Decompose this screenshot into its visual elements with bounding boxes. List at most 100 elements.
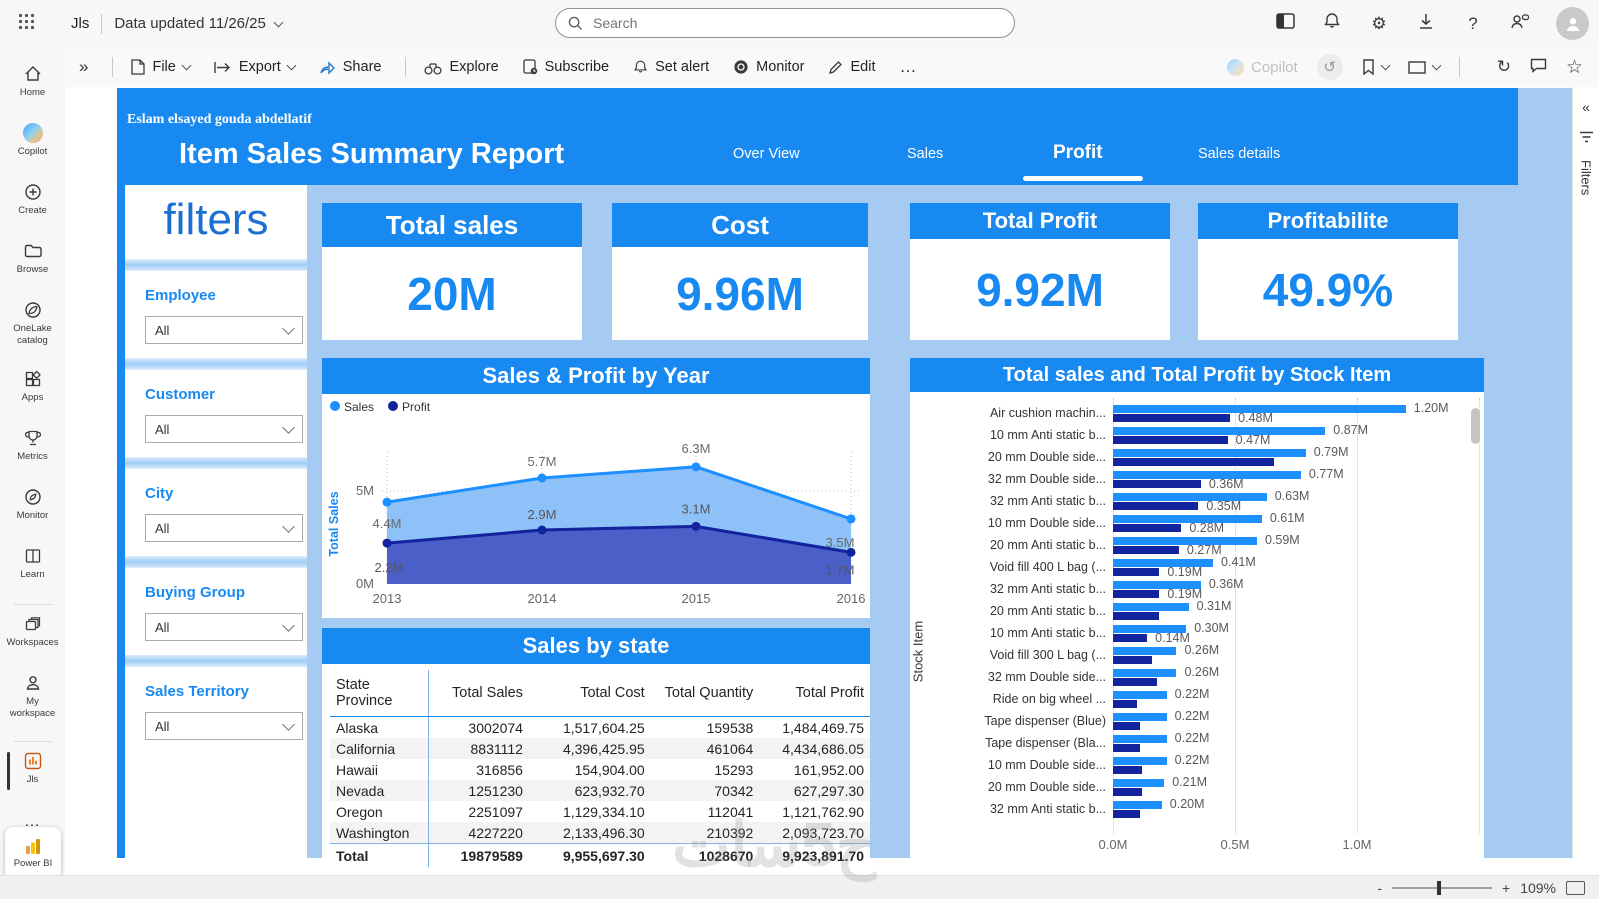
- table-row[interactable]: Washington 4227220 2,133,496.30 210392 2,093…: [330, 822, 870, 844]
- profit-bar[interactable]: [1113, 788, 1143, 796]
- tab-overview[interactable]: Over View: [733, 146, 800, 162]
- sales-profit-by-year-chart[interactable]: Sales & Profit by Year Sales Profit 4.4M…: [322, 358, 870, 618]
- help-icon[interactable]: ?: [1468, 13, 1478, 33]
- zoom-in-button[interactable]: +: [1502, 880, 1511, 896]
- collapse-pane-button[interactable]: «: [1582, 99, 1590, 115]
- power-bi-switcher[interactable]: Power BI: [5, 827, 61, 879]
- sales-bar[interactable]: [1113, 471, 1301, 479]
- sales-bar[interactable]: [1113, 647, 1177, 655]
- comments-button[interactable]: [1530, 58, 1547, 77]
- sidebar-item-create[interactable]: Create: [0, 177, 65, 236]
- stock-item-bar-chart-panel[interactable]: Total sales and Total Profit by Stock It…: [910, 358, 1484, 858]
- sales-bar[interactable]: [1113, 713, 1167, 721]
- profit-bar[interactable]: [1113, 656, 1153, 664]
- sales-bar[interactable]: [1113, 779, 1165, 787]
- subscribe-button[interactable]: Subscribe: [522, 59, 609, 75]
- copilot-button[interactable]: Copilot: [1227, 58, 1298, 76]
- settings-gear-icon[interactable]: ⚙: [1371, 13, 1387, 33]
- sales-bar[interactable]: [1113, 603, 1189, 611]
- sales-bar[interactable]: [1113, 757, 1167, 765]
- profit-bar[interactable]: [1113, 502, 1199, 510]
- profit-bar[interactable]: [1113, 612, 1160, 620]
- set-alert-button[interactable]: Set alert: [633, 59, 709, 75]
- nav-more-button[interactable]: …: [24, 813, 41, 830]
- sales-bar[interactable]: [1113, 691, 1167, 699]
- search-input[interactable]: [591, 14, 975, 32]
- sales-bar[interactable]: [1113, 427, 1326, 435]
- profit-bar[interactable]: [1113, 700, 1138, 708]
- kpi-card-total-profit[interactable]: Total Profit 9.92M: [910, 203, 1170, 340]
- undo-button[interactable]: ↺: [1316, 54, 1343, 80]
- sales-bar[interactable]: [1113, 669, 1177, 677]
- profit-bar[interactable]: [1113, 414, 1231, 422]
- sidebar-item-jls-workspace[interactable]: Jls: [0, 746, 65, 805]
- kpi-card-total-sales[interactable]: Total sales 20M: [322, 203, 582, 340]
- profit-bar[interactable]: [1113, 590, 1160, 598]
- more-options-button[interactable]: …: [899, 57, 917, 76]
- view-button[interactable]: [1408, 60, 1442, 74]
- sales-by-state-table-panel[interactable]: Sales by state State Province Total Sales…: [322, 628, 870, 867]
- share-button[interactable]: Share: [319, 59, 381, 75]
- sidebar-item-onelake-catalog[interactable]: OneLake catalog: [0, 295, 65, 364]
- zoom-out-button[interactable]: -: [1377, 880, 1382, 896]
- workspace-short-name[interactable]: Jls: [71, 15, 90, 32]
- sales-bar[interactable]: [1113, 537, 1257, 545]
- favorite-star-icon[interactable]: ☆: [1565, 56, 1583, 78]
- profit-bar[interactable]: [1113, 810, 1140, 818]
- sales-by-state-table[interactable]: State Province Total Sales Total Cost Total…: [330, 670, 870, 867]
- filter-dropdown[interactable]: All: [145, 316, 303, 344]
- sales-bar[interactable]: [1113, 625, 1187, 633]
- filter-dropdown[interactable]: All: [145, 415, 303, 443]
- file-menu-button[interactable]: File: [131, 59, 192, 75]
- bookmarks-button[interactable]: [1362, 59, 1391, 75]
- profit-bar[interactable]: [1113, 722, 1140, 730]
- sidebar-item-metrics[interactable]: Metrics: [0, 423, 65, 482]
- table-row[interactable]: Hawaii 316856 154,904.00 15293 161,952.00: [330, 759, 870, 780]
- app-launcher-icon[interactable]: [18, 13, 35, 35]
- sales-bar[interactable]: [1113, 493, 1267, 501]
- notifications-bell-icon[interactable]: [1321, 12, 1343, 35]
- profit-bar[interactable]: [1113, 766, 1143, 774]
- edit-button[interactable]: Edit: [828, 59, 875, 75]
- table-row[interactable]: Oregon 2251097 1,129,334.10 112041 1,121,762…: [330, 801, 870, 822]
- sales-bar[interactable]: [1113, 735, 1167, 743]
- filter-funnel-icon[interactable]: [1579, 131, 1594, 144]
- sidebar-item-workspaces[interactable]: Workspaces: [0, 609, 65, 668]
- sidebar-item-home[interactable]: Home: [0, 59, 65, 118]
- profit-bar[interactable]: [1113, 458, 1275, 466]
- profit-bar[interactable]: [1113, 634, 1148, 642]
- sales-bar[interactable]: [1113, 449, 1306, 457]
- side-panel-icon[interactable]: [1274, 13, 1296, 34]
- fit-to-page-icon[interactable]: [1566, 881, 1585, 895]
- tab-sales-details[interactable]: Sales details: [1198, 146, 1281, 162]
- zoom-slider-thumb[interactable]: [1437, 881, 1441, 895]
- sidebar-item-monitor[interactable]: Monitor: [0, 482, 65, 541]
- tab-sales[interactable]: Sales: [907, 146, 944, 162]
- export-menu-button[interactable]: Export: [214, 59, 297, 75]
- sidebar-item-learn[interactable]: Learn: [0, 541, 65, 600]
- profit-bar[interactable]: [1113, 744, 1140, 752]
- tab-profit[interactable]: Profit: [1053, 142, 1103, 163]
- profit-bar[interactable]: [1113, 480, 1201, 488]
- sales-bar[interactable]: [1113, 801, 1162, 809]
- feedback-icon[interactable]: [1509, 13, 1531, 35]
- sales-bar[interactable]: [1113, 405, 1406, 413]
- sidebar-item-apps[interactable]: Apps: [0, 364, 65, 423]
- filter-dropdown[interactable]: All: [145, 712, 303, 740]
- sidebar-item-copilot[interactable]: Copilot: [0, 118, 65, 177]
- profit-bar[interactable]: [1113, 546, 1179, 554]
- refresh-button[interactable]: ↻: [1496, 57, 1511, 76]
- monitor-button[interactable]: Monitor: [733, 59, 804, 75]
- chart-scrollbar[interactable]: [1471, 408, 1480, 444]
- profit-bar[interactable]: [1113, 436, 1228, 444]
- download-icon[interactable]: [1415, 13, 1437, 35]
- table-row[interactable]: Alaska 3002074 1,517,604.25 159538 1,484,469…: [330, 716, 870, 738]
- expand-pane-button[interactable]: »: [79, 57, 89, 76]
- data-updated-dropdown[interactable]: Data updated 11/26/25: [114, 15, 284, 32]
- profit-bar[interactable]: [1113, 524, 1182, 532]
- profit-bar[interactable]: [1113, 568, 1160, 576]
- filter-dropdown[interactable]: All: [145, 613, 303, 641]
- search-input-container[interactable]: [555, 8, 1015, 38]
- table-row[interactable]: California 8831112 4,396,425.95 461064 4,434…: [330, 738, 870, 759]
- sidebar-item-browse[interactable]: Browse: [0, 236, 65, 295]
